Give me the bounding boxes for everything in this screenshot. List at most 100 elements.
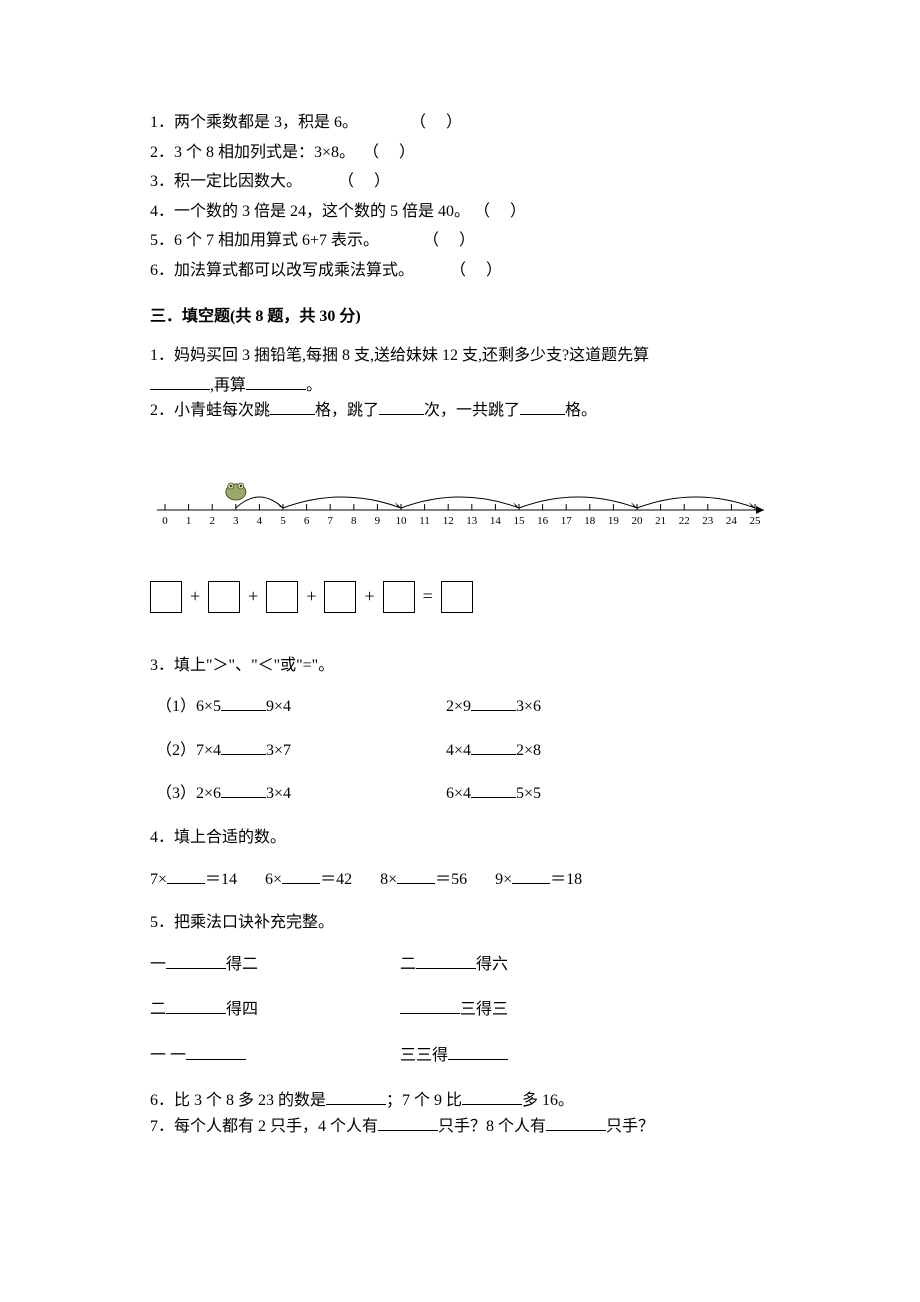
q6-b: ；7 个 9 比 — [386, 1092, 462, 1109]
svg-text:4: 4 — [257, 515, 263, 527]
q4-intro: 4．填上合适的数。 — [150, 825, 780, 851]
q3-right: 2×93×6 — [446, 694, 541, 720]
plus-symbol: + — [362, 582, 376, 611]
q6-blank-2 — [462, 1089, 522, 1105]
q4-item: 9×＝18 — [495, 867, 582, 893]
q3-row: （2）7×43×74×42×8 — [150, 738, 780, 764]
q3-left: （3）2×63×4 — [156, 781, 446, 807]
number-line-svg: 0123456789101112131415161718192021222324… — [150, 452, 770, 542]
svg-text:12: 12 — [443, 515, 454, 527]
q3-right: 4×42×8 — [446, 738, 541, 764]
q7-line: 7．每个人都有 2 只手，4 个人有 只手？8 个人有 只手？ — [150, 1114, 780, 1140]
q7-a: 7．每个人都有 2 只手，4 个人有 — [150, 1118, 378, 1135]
q2-mid1: 格，跳了 — [315, 402, 379, 419]
plus-symbol: + — [188, 582, 202, 611]
q4-item: 8×＝56 — [380, 867, 467, 893]
svg-text:6: 6 — [304, 515, 310, 527]
q2-blank-3 — [520, 399, 565, 415]
q6-blank-1 — [326, 1089, 386, 1105]
svg-text:3: 3 — [233, 515, 239, 527]
q6-line: 6．比 3 个 8 多 23 的数是；7 个 9 比多 16。 — [150, 1088, 780, 1114]
svg-text:1: 1 — [186, 515, 192, 527]
judgment-item-1: 1．两个乘数都是 3，积是 6。 （ ） — [150, 110, 780, 136]
svg-text:19: 19 — [608, 515, 620, 527]
q2-blank-2 — [379, 399, 424, 415]
q5-row: 二得四三得三 — [150, 997, 780, 1023]
q7-blank-1 — [378, 1115, 438, 1131]
q5-intro: 5．把乘法口诀补充完整。 — [150, 910, 780, 936]
svg-text:13: 13 — [466, 515, 478, 527]
q1-line1: 1．妈妈买回 3 捆铅笔,每捆 8 支,送给妹妹 12 支,还剩多少支?这道题先… — [150, 343, 780, 369]
q3-left: （2）7×43×7 — [156, 738, 446, 764]
q5-col-a: 一 一 — [150, 1043, 400, 1069]
q7-c: 只手？ — [606, 1118, 654, 1135]
svg-text:20: 20 — [632, 515, 644, 527]
svg-text:15: 15 — [514, 515, 526, 527]
judgment-item-5: 5．6 个 7 相加用算式 6+7 表示。 （ ） — [150, 228, 780, 254]
judgment-item-2: 2．3 个 8 相加列式是：3×8。 （ ） — [150, 140, 780, 166]
judgment-list: 1．两个乘数都是 3，积是 6。 （ ） 2．3 个 8 相加列式是：3×8。 … — [150, 110, 780, 284]
q3-row: （3）2×63×46×45×5 — [150, 781, 780, 807]
svg-text:24: 24 — [726, 515, 738, 527]
svg-text:5: 5 — [280, 515, 286, 527]
q5-col-a: 一得二 — [150, 952, 400, 978]
judgment-item-3: 3．积一定比因数大。 （ ） — [150, 169, 780, 195]
q3-row: （1）6×59×42×93×6 — [150, 694, 780, 720]
q3-intro: 3．填上"＞"、"＜"或"="。 — [150, 653, 780, 679]
eq-box — [266, 581, 298, 613]
q1-blank-1 — [150, 374, 210, 390]
svg-text:17: 17 — [561, 515, 573, 527]
q2-line: 2．小青蛙每次跳 格，跳了 次，一共跳了 格。 — [150, 398, 780, 424]
q6-c: 多 16。 — [522, 1092, 574, 1109]
eq-box — [208, 581, 240, 613]
q1-line2: ,再算。 — [150, 373, 780, 399]
plus-symbol: + — [246, 582, 260, 611]
q1-blank-2 — [246, 374, 306, 390]
q2-mid2: 次，一共跳了 — [424, 402, 520, 419]
q3-rows: （1）6×59×42×93×6（2）7×43×74×42×8（3）2×63×46… — [150, 694, 780, 807]
svg-text:7: 7 — [327, 515, 333, 527]
plus-symbol: + — [304, 582, 318, 611]
q5-row: 一得二二得六 — [150, 952, 780, 978]
equals-symbol: = — [421, 582, 435, 611]
q5-col-b: 二得六 — [400, 952, 508, 978]
eq-result-box — [441, 581, 473, 613]
q5-row: 一 一三三得 — [150, 1043, 780, 1069]
judgment-item-4: 4．一个数的 3 倍是 24，这个数的 5 倍是 40。 （ ） — [150, 199, 780, 225]
q3-left: （1）6×59×4 — [156, 694, 446, 720]
q5-col-a: 二得四 — [150, 997, 400, 1023]
q5-rows: 一得二二得六二得四三得三一 一三三得 — [150, 952, 780, 1069]
eq-box — [324, 581, 356, 613]
q7-blank-2 — [546, 1115, 606, 1131]
svg-text:10: 10 — [396, 515, 408, 527]
svg-text:23: 23 — [702, 515, 714, 527]
svg-text:8: 8 — [351, 515, 357, 527]
svg-text:18: 18 — [584, 515, 596, 527]
svg-text:9: 9 — [375, 515, 381, 527]
q5-col-b: 三三得 — [400, 1043, 508, 1069]
judgment-item-6: 6．加法算式都可以改写成乘法算式。 （ ） — [150, 258, 780, 284]
svg-text:2: 2 — [209, 515, 215, 527]
q4-row: 7×＝14 6×＝42 8×＝56 9×＝18 — [150, 867, 780, 893]
svg-text:14: 14 — [490, 515, 502, 527]
q7-b: 只手？8 个人有 — [438, 1118, 546, 1135]
eq-box — [150, 581, 182, 613]
q1-tail: ,再算 — [210, 377, 246, 394]
eq-box — [383, 581, 415, 613]
svg-text:25: 25 — [750, 515, 762, 527]
svg-text:21: 21 — [655, 515, 666, 527]
q5-col-b: 三得三 — [400, 997, 508, 1023]
q2-suffix: 格。 — [565, 402, 597, 419]
svg-text:0: 0 — [162, 515, 168, 527]
number-line-diagram: 0123456789101112131415161718192021222324… — [150, 452, 780, 551]
svg-text:22: 22 — [679, 515, 690, 527]
q3-right: 6×45×5 — [446, 781, 541, 807]
q2-blank-1 — [270, 399, 315, 415]
svg-text:16: 16 — [537, 515, 549, 527]
svg-text:11: 11 — [419, 515, 430, 527]
addition-box-equation: + + + + = — [150, 581, 780, 613]
section-3-title: 三．填空题(共 8 题，共 30 分) — [150, 304, 780, 330]
q4-item: 6×＝42 — [265, 867, 352, 893]
q4-item: 7×＝14 — [150, 867, 237, 893]
q2-prefix: 2．小青蛙每次跳 — [150, 402, 270, 419]
